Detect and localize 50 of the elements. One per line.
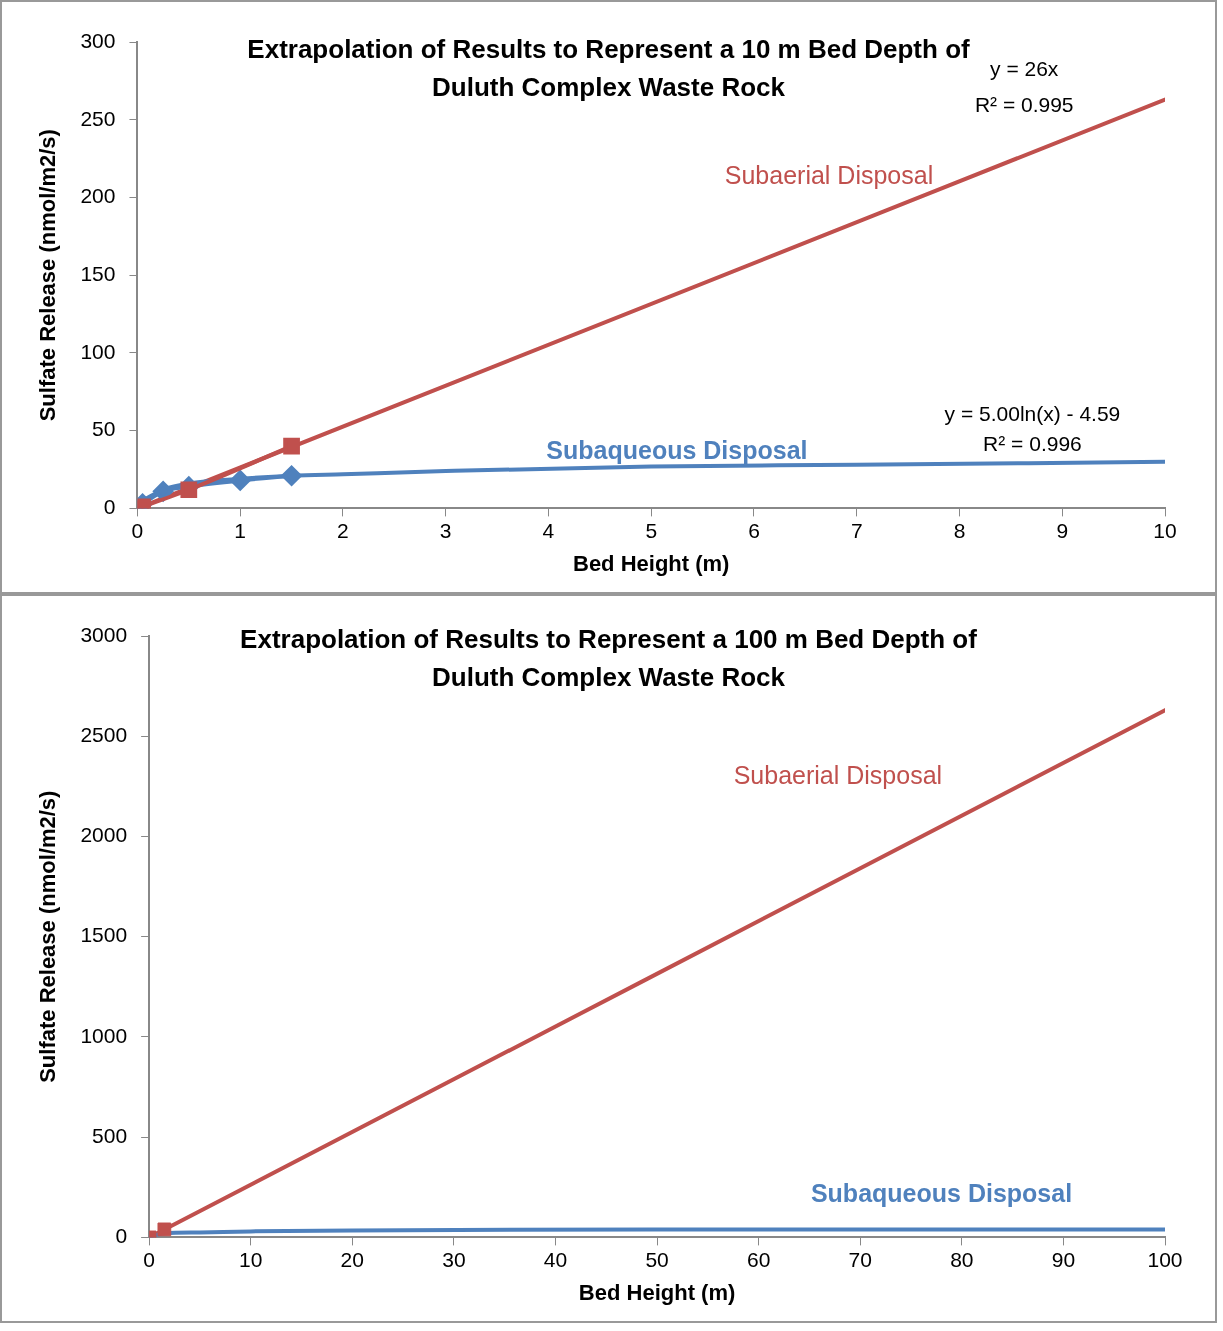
x-tick-label: 40 [543, 1247, 568, 1271]
x-tick-label: 1 [234, 518, 247, 542]
y-tick-label: 1000 [80, 1023, 128, 1047]
x-tick-label: 70 [848, 1247, 872, 1271]
series-label: Subaqueous Disposal [546, 436, 808, 465]
y-tick-label: 300 [80, 28, 116, 52]
x-tick-label: 3 [439, 518, 452, 542]
x-tick-label: 50 [645, 1247, 669, 1271]
x-tick-label: 4 [542, 518, 555, 542]
x-tick-label: 30 [442, 1247, 466, 1271]
x-tick-label: 7 [850, 518, 863, 542]
x-tick-label: 0 [143, 1247, 155, 1271]
y-axis-title: Sulfate Release (nmol/m2/s) [35, 129, 61, 422]
x-tick-label: 6 [748, 518, 760, 542]
chart-title: Extrapolation of Results to Represent a 10 m Bed Depth of Duluth Complex Waste Rock [247, 34, 970, 102]
x-tick-label: 10 [1153, 518, 1177, 542]
x-tick-label: 0 [131, 518, 144, 542]
series-label: Subaqueous Disposal [810, 1179, 1073, 1208]
y-axis-title: Sulfate Release (nmol/m2/s) [35, 790, 61, 1083]
annotation: y = 5.00ln(x) - 4.59 [944, 401, 1121, 425]
chart-title: Extrapolation of Results to Represent a 100 m Bed Depth of Duluth Complex Waste Rock [239, 623, 978, 694]
y-tick-label: 50 [92, 417, 116, 441]
x-tick-label: 8 [953, 518, 966, 542]
x-tick-label: 9 [1056, 518, 1069, 542]
x-tick-label: 80 [950, 1247, 974, 1271]
x-tick-label: 100 [1147, 1247, 1183, 1271]
x-axis-title: Bed Height (m) [572, 550, 730, 576]
y-tick-label: 0 [115, 1224, 128, 1248]
x-tick-label: 5 [645, 518, 658, 542]
y-tick-label: 150 [80, 262, 116, 285]
y-tick-label: 200 [80, 184, 116, 208]
y-tick-label: 500 [92, 1123, 128, 1147]
x-axis-title: Bed Height (m) [578, 1279, 736, 1305]
x-tick-label: 2 [337, 518, 349, 542]
y-tick-label: 0 [103, 495, 116, 519]
y-tick-label: 2500 [80, 723, 128, 747]
annotation: R² = 0.995 [974, 92, 1074, 116]
x-tick-label: 10 [239, 1247, 263, 1271]
x-tick-label: 90 [1051, 1247, 1076, 1271]
annotation: R² = 0.996 [983, 432, 1082, 456]
y-tick-label: 3000 [80, 622, 128, 646]
x-tick-label: 60 [746, 1247, 771, 1271]
series-label: Subaerial Disposal [733, 761, 943, 790]
series-label: Subaerial Disposal [724, 161, 934, 190]
y-tick-label: 1500 [80, 923, 128, 947]
y-tick-label: 250 [80, 106, 116, 130]
annotation: y = 26x [990, 56, 1059, 80]
y-tick-label: 100 [80, 339, 116, 363]
y-tick-label: 2000 [80, 823, 128, 847]
x-tick-label: 20 [340, 1247, 364, 1271]
